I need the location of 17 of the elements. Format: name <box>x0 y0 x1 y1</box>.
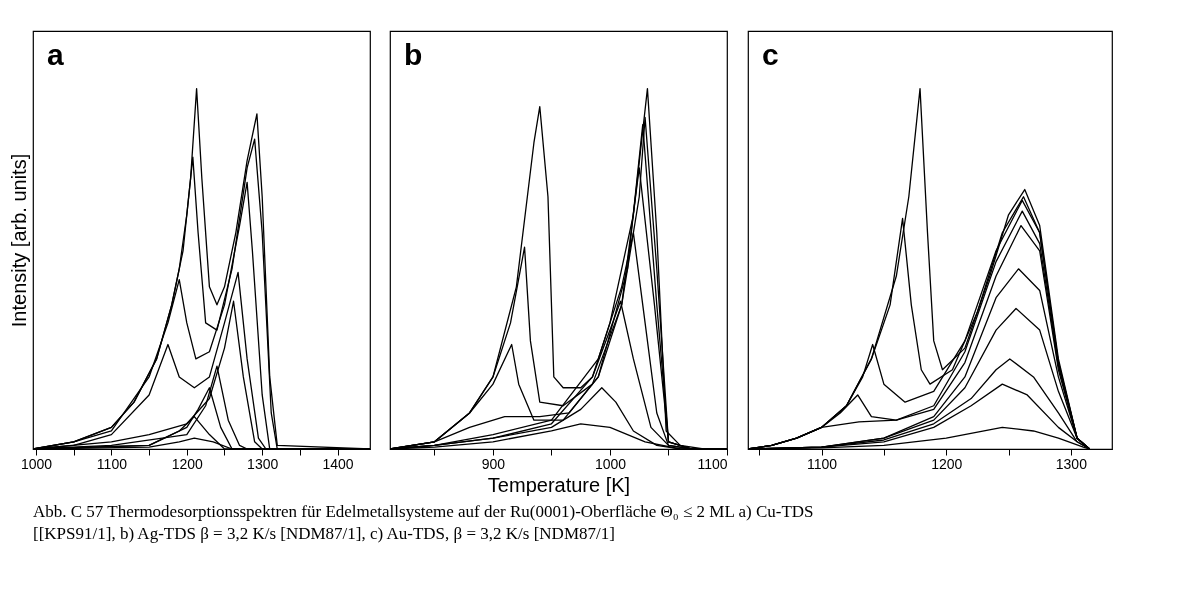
x-tick-label: 1100 <box>697 455 728 472</box>
x-tick-label: 1200 <box>931 455 963 472</box>
x-tick-label: 1200 <box>171 455 204 472</box>
x-axis-title: Temperature [K] <box>487 473 631 496</box>
text: Abb. C 57 Thermodesorptionsspektren für Edelmetallsysteme auf der Ru(0001)-Oberfläche Θ₀ ≤ 2 ML a) Cu-TDS [[KPS91/1], b) Ag-TDS β = 3,2 K/s [NDM87/1], c) Au-TDS, β = 3,2 K/s [NDM87/1] <box>33 502 814 543</box>
x-tick-label: 1100 <box>806 455 838 472</box>
y-axis-title: Intensity [arb. units] <box>7 153 30 328</box>
x-tick-label: 900 <box>481 455 506 472</box>
x-tick-label: 1300 <box>247 455 279 472</box>
chart-title: b <box>404 38 423 71</box>
x-tick-label: 1000 <box>594 455 627 472</box>
x-tick-label: 1000 <box>20 455 53 472</box>
chart-title: c <box>762 38 779 71</box>
x-tick-label: 1300 <box>1055 455 1088 472</box>
x-tick-label: 1100 <box>96 455 128 472</box>
x-tick-label: 1400 <box>322 455 354 472</box>
chart-title: a <box>47 38 64 71</box>
